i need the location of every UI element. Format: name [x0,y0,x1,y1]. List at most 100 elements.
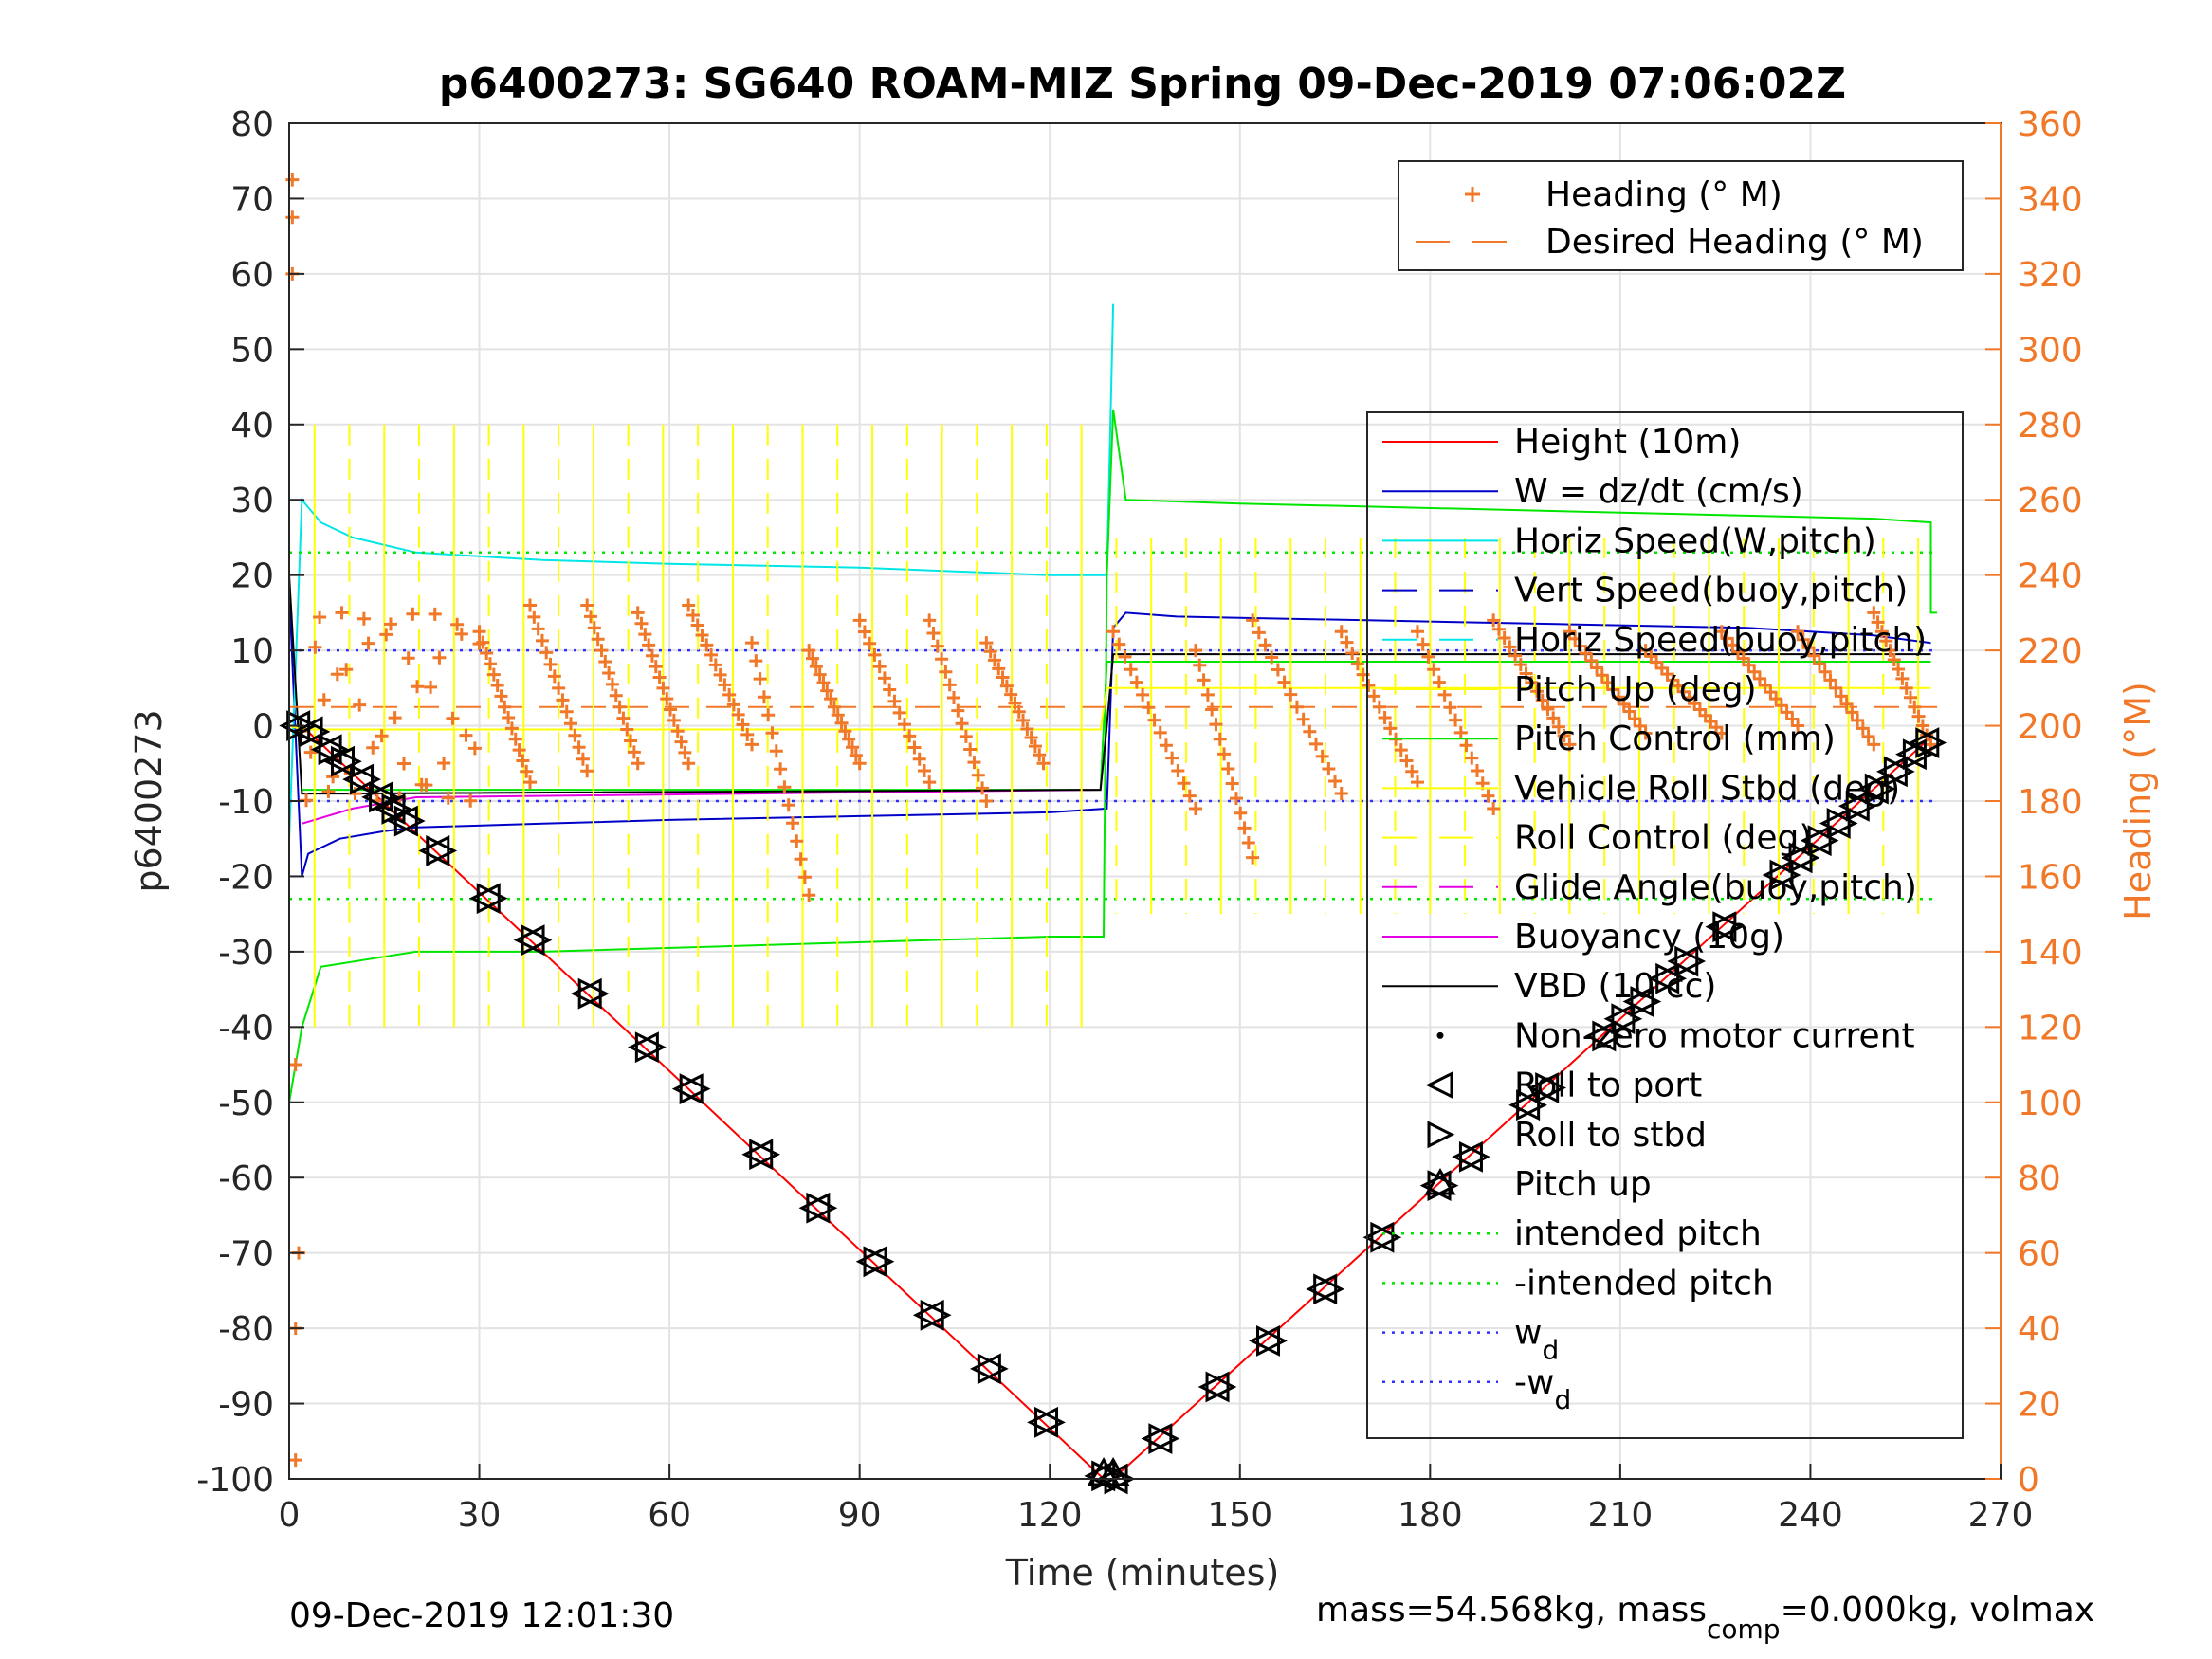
roll-port-marker [1762,859,1794,891]
roll-stbd-marker [1674,945,1707,977]
y-tick-label: 30 [230,482,274,520]
heading-point [1546,711,1561,725]
heading-point [1726,638,1740,652]
heading-point [1197,673,1211,687]
y-right-tick-label: 340 [2018,180,2083,219]
legend-label: Pitch up [1514,1165,1652,1204]
heading-point [955,717,969,731]
heading-point [627,745,641,759]
heading-point [923,775,937,790]
roll-stbd-marker [330,745,362,777]
heading-point [1535,693,1549,707]
heading-point [584,610,598,624]
heading-point [612,700,627,714]
heading-point [1584,653,1599,667]
heading-point [1340,635,1354,649]
roll-port-marker [912,1299,944,1331]
left-axis: 80 70 60 50 40 30 20 10 0 -10 -20 -30 -40 -50 -60 -70 -8… [196,105,304,1500]
heading-point [1289,700,1304,714]
roll-port-marker [1856,773,1889,805]
heading-legend-box [1398,160,1964,271]
heading-point [852,757,867,771]
heading-point [1165,751,1179,765]
heading-point [806,651,820,665]
heading-point [736,718,750,732]
roll-port-marker [1648,962,1680,994]
heading-point [1911,709,1926,723]
legend-box [1366,411,1964,1439]
heading-point [1481,789,1495,803]
heading-point [1747,665,1762,679]
heading-point [722,687,737,702]
heading-point [1530,684,1545,699]
heading-point [959,729,973,743]
heading-point [877,671,891,685]
y-axis-label-right: Heading (°M) [2117,682,2159,921]
roll-stbd-marker [1592,1020,1624,1052]
heading-point [1217,747,1232,761]
heading-point [686,608,700,622]
y-tick-label: 70 [230,180,274,219]
roll-port-marker [855,1246,887,1278]
heading-point [897,718,911,732]
heading-point [923,613,937,628]
heading-point [1315,749,1329,763]
heading-point [1606,683,1620,697]
heading-point [708,658,722,672]
heading-point [1182,789,1197,803]
heading-point [1563,625,1577,639]
heading-point [1590,661,1604,675]
footer-mass: mass=54.568kg, masscomp=0.000kg, volmax [1316,1591,2094,1645]
heading-point [432,650,447,665]
y-right-tick-label: 260 [2018,482,2083,520]
roll-port-marker [1306,1273,1338,1305]
heading-point [951,703,965,718]
legend-swatch [1436,1031,1444,1039]
heading-point [1791,719,1805,733]
legend-swatch [1424,1168,1456,1195]
heading-point [361,636,375,650]
y-tick-label: -30 [218,934,274,973]
x-tick-label: 270 [1968,1496,2034,1535]
roll-stbd-marker [1845,790,1877,822]
heading-point [718,678,732,692]
heading-point [749,654,763,668]
heading-point [1106,625,1121,639]
heading-point [572,740,586,755]
heading-point [667,713,681,727]
y-right-tick-label: 120 [2018,1009,2083,1048]
roll-port-marker [1622,986,1654,1017]
y-tick-label: 10 [230,632,274,671]
heading-point [852,613,867,628]
roll-port-marker [1603,1003,1636,1035]
heading-point [1839,697,1854,711]
heading-point [1449,713,1463,727]
heading-point [1004,687,1018,702]
x-axis: 0 30 60 90 120 150 180 210 240 270 [279,1464,2034,1535]
legend-label: Horiz Speed(buoy,pitch) [1514,621,1927,660]
roll-stbd-marker [1458,1140,1490,1173]
x-tick-label: 120 [1017,1496,1083,1535]
series-w [288,590,1931,877]
heading-point [508,732,522,746]
heading-point [1736,651,1750,665]
roll-port-marker [741,1139,774,1171]
heading-point [863,636,877,650]
heading-point [790,834,804,848]
y-right-tick-label: 20 [2018,1386,2061,1425]
roll-stbd-marker [1769,859,1801,891]
legend-label: Horiz Speed(W,pitch) [1514,521,1876,560]
heading-point [441,791,455,805]
heading-point [935,652,949,666]
heading-legend: Heading (° M) Desired Heading (° M) [1398,160,1964,271]
heading-point [1903,690,1917,704]
roll-port-marker [1895,738,1927,771]
roll-port-marker [1249,1324,1281,1357]
roll-port-marker [1908,727,1940,758]
heading-point [564,717,578,731]
heading-point [1541,702,1555,716]
heading-point [504,721,519,736]
roll-stbd-marker [1630,986,1662,1017]
heading-point [1879,634,1893,648]
heading-point [335,606,349,620]
